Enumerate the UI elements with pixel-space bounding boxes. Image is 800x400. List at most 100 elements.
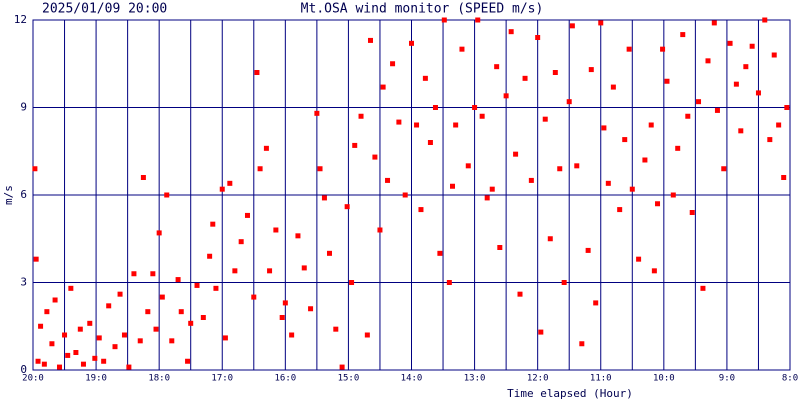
data-point [593, 300, 599, 306]
data-point [636, 256, 642, 262]
x-tick-label: 15:0 [338, 374, 360, 384]
data-point [200, 315, 206, 320]
data-point [326, 250, 332, 256]
data-point [377, 227, 383, 233]
data-point [49, 341, 55, 347]
y-axis-label: m/s [2, 185, 15, 205]
data-point [446, 280, 452, 285]
y-tick-label: 3 [20, 276, 27, 289]
data-point [494, 64, 500, 70]
data-point [781, 175, 787, 180]
data-point [56, 364, 62, 370]
data-point [700, 285, 706, 291]
data-point [450, 183, 456, 189]
data-point [755, 90, 761, 96]
data-point [680, 32, 686, 38]
data-point [617, 207, 623, 213]
data-point [314, 110, 320, 116]
data-point [185, 358, 191, 364]
data-point [642, 157, 648, 163]
data-point [538, 329, 544, 335]
data-point [561, 280, 567, 285]
data-point [289, 332, 295, 338]
data-point [367, 37, 373, 43]
data-point [44, 309, 50, 315]
x-tick-label: 9:0 [719, 374, 735, 384]
data-point [414, 122, 420, 128]
data-point [733, 81, 739, 87]
data-point [528, 177, 534, 183]
data-point [145, 309, 151, 315]
data-point [358, 113, 364, 119]
data-point [738, 128, 744, 134]
data-point [153, 326, 159, 332]
data-point [711, 20, 717, 26]
data-point [475, 17, 481, 23]
y-tick-label: 0 [20, 363, 27, 376]
data-point [106, 303, 112, 309]
data-point [508, 29, 514, 35]
data-point [344, 204, 350, 210]
data-point [762, 17, 768, 23]
data-point [535, 35, 541, 40]
data-point [626, 46, 632, 52]
data-point [489, 186, 495, 192]
data-point [714, 107, 720, 113]
data-point [164, 192, 170, 198]
data-point [87, 320, 93, 326]
y-tick-label: 9 [20, 101, 27, 114]
x-tick-label: 19:0 [85, 374, 107, 384]
data-point [194, 282, 200, 288]
data-point [178, 309, 184, 315]
data-point [622, 137, 628, 143]
data-point [767, 137, 773, 143]
data-point [156, 230, 162, 236]
data-point [427, 140, 433, 145]
data-point [175, 277, 181, 283]
data-point [547, 236, 553, 242]
data-point [598, 20, 604, 26]
data-point [552, 70, 558, 75]
data-point [219, 186, 225, 192]
x-tick-label: 20:0 [22, 374, 44, 384]
data-point [35, 358, 41, 364]
data-point [605, 180, 611, 186]
data-point [62, 332, 68, 338]
data-point [557, 166, 563, 172]
data-point [232, 268, 238, 274]
data-point [308, 306, 314, 312]
x-tick-label: 11:0 [590, 374, 612, 384]
data-point [96, 335, 102, 341]
chart-title: Mt.OSA wind monitor (SPEED m/s) [301, 2, 544, 17]
data-point [117, 291, 123, 297]
data-point [574, 163, 580, 169]
data-point [273, 227, 279, 233]
data-point [453, 122, 459, 128]
data-point [52, 297, 58, 303]
data-point [542, 116, 548, 122]
data-point [513, 151, 519, 157]
data-point [352, 142, 358, 148]
data-point [333, 326, 339, 332]
data-point [402, 192, 408, 198]
data-point [390, 61, 396, 67]
data-point [503, 93, 509, 99]
data-point [459, 46, 465, 52]
data-point [349, 280, 355, 285]
data-point [207, 253, 213, 259]
data-point [655, 201, 661, 207]
data-point [372, 154, 378, 160]
data-point [321, 195, 327, 201]
data-point [159, 294, 165, 300]
data-point [244, 212, 250, 218]
data-point [38, 323, 44, 329]
data-point [670, 192, 676, 198]
data-point [385, 177, 391, 183]
data-point [664, 78, 670, 84]
data-point [32, 166, 38, 172]
data-point [295, 233, 301, 239]
data-point [121, 332, 127, 338]
data-point [696, 99, 702, 105]
data-point [396, 119, 402, 125]
